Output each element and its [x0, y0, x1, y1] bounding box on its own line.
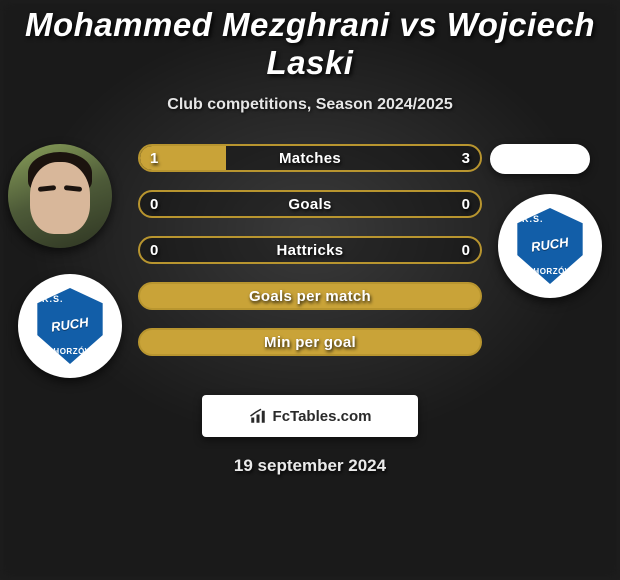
ruch-badge-icon: K.S. RUCH CHORZÓW	[32, 288, 108, 364]
branding-text: FcTables.com	[273, 408, 372, 425]
player-left-avatar	[8, 144, 112, 248]
date-label: 19 september 2024	[0, 456, 620, 476]
club-badge-right: K.S. RUCH CHORZÓW	[498, 194, 602, 298]
stat-value-left: 0	[138, 190, 170, 218]
club-ks: K.S.	[522, 214, 544, 224]
subtitle: Club competitions, Season 2024/2025	[0, 96, 620, 114]
club-badge-left: K.S. RUCH CHORZÓW	[18, 274, 122, 378]
club-name: RUCH	[50, 314, 89, 334]
chart-icon	[249, 407, 267, 425]
page-title: Mohammed Mezghrani vs Wojciech Laski	[0, 0, 620, 82]
club-city: CHORZÓW	[32, 347, 108, 356]
player-right-avatar	[490, 144, 590, 174]
stat-row: Matches1 3	[138, 144, 482, 172]
stat-row: Hattricks0 0	[138, 236, 482, 264]
stat-value-right: 0	[450, 236, 482, 264]
club-ks: K.S.	[42, 294, 64, 304]
stat-value-left: 1	[138, 144, 170, 172]
stat-row: Min per goal	[138, 328, 482, 356]
stat-value-right: 3	[450, 144, 482, 172]
stat-label: Min per goal	[138, 328, 482, 356]
stat-bars: Matches13Goals00Hattricks00Goals per mat…	[138, 144, 482, 374]
branding-box: FcTables.com	[202, 395, 418, 437]
stat-value-left: 0	[138, 236, 170, 264]
stat-label: Hattricks	[138, 236, 482, 264]
stat-label: Matches	[138, 144, 482, 172]
ruch-badge-icon: K.S. RUCH CHORZÓW	[512, 208, 588, 284]
stat-row: Goals per match	[138, 282, 482, 310]
stat-row: Goals0 0	[138, 190, 482, 218]
stat-label: Goals	[138, 190, 482, 218]
club-city: CHORZÓW	[512, 267, 588, 276]
club-name: RUCH	[530, 234, 569, 254]
stat-value-right: 0	[450, 190, 482, 218]
stat-label: Goals per match	[138, 282, 482, 310]
